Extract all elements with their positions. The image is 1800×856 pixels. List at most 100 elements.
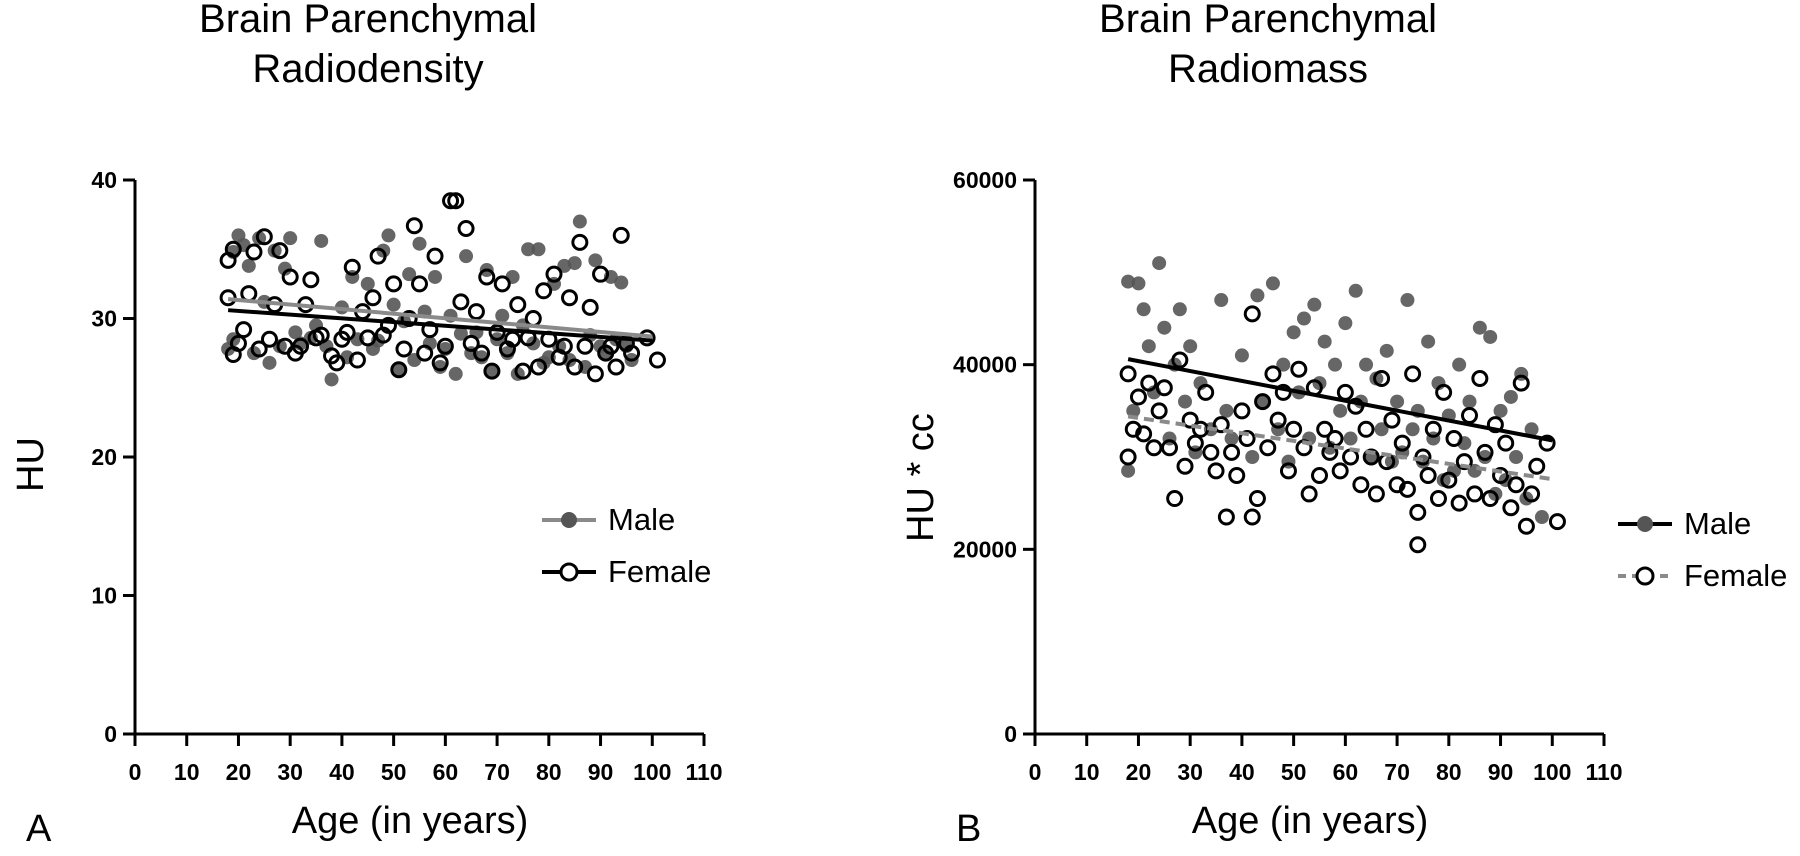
data-point-male: [324, 372, 339, 387]
x-tick-label: 50: [1281, 759, 1307, 785]
data-point-female: [509, 296, 527, 314]
data-point-female: [1217, 508, 1235, 526]
data-point-female: [271, 242, 289, 260]
data-point-female: [1497, 434, 1515, 452]
data-point-female: [240, 285, 258, 303]
data-point-male: [386, 297, 401, 312]
data-point-female: [1471, 370, 1489, 388]
data-point-female: [292, 337, 310, 355]
data-point-female: [586, 365, 604, 383]
data-point-female: [436, 337, 454, 355]
chart-panel-b: Brain Parenchymal Radiomass HU * cc 0 10 2…: [900, 0, 1800, 856]
data-point-female: [1238, 430, 1256, 448]
data-point-female: [1383, 411, 1401, 429]
data-point-female: [405, 217, 423, 235]
data-point-female: [302, 271, 320, 289]
data-point-male: [381, 228, 396, 243]
data-point-female: [338, 323, 356, 341]
data-point-male: [1219, 403, 1234, 418]
data-point-female: [612, 226, 630, 244]
data-point-male: [459, 249, 474, 264]
data-point-female: [1264, 365, 1282, 383]
data-point-male: [278, 261, 293, 276]
data-point-male: [1152, 256, 1167, 271]
data-point-male: [1126, 403, 1141, 418]
data-point-male: [1359, 357, 1374, 372]
data-point-male: [1178, 394, 1193, 409]
data-point-female: [442, 192, 460, 210]
x-axis-label-a: Age (in years): [291, 800, 529, 842]
x-tick-label: 20: [1126, 759, 1152, 785]
x-tick-label: 40: [329, 759, 355, 785]
data-point-female: [1140, 374, 1158, 392]
data-point-male: [1436, 473, 1451, 488]
data-point-female: [462, 334, 480, 352]
chart-title-b: Brain Parenchymal Radiomass: [968, 0, 1568, 94]
data-point-female: [447, 192, 465, 210]
data-point-female: [1279, 462, 1297, 480]
data-point-female: [581, 298, 599, 316]
data-point-female: [457, 219, 475, 237]
data-point-female: [1155, 379, 1173, 397]
data-point-female: [1507, 476, 1525, 494]
data-point-female: [1300, 485, 1318, 503]
data-point-male: [1286, 325, 1301, 340]
data-point-male: [1374, 422, 1389, 437]
data-point-male: [521, 242, 536, 257]
chart-title-line-1: Brain Parenchymal: [199, 0, 537, 41]
data-point-male: [1317, 334, 1332, 349]
data-point-female: [1331, 462, 1349, 480]
data-point-male: [1462, 394, 1477, 409]
data-point-male: [484, 364, 499, 379]
data-point-female: [1243, 305, 1261, 323]
x-axis-label-b: Age (in years): [1191, 800, 1429, 842]
legend-label-female: Female: [608, 554, 712, 589]
data-point-female: [1150, 402, 1168, 420]
data-point-female: [421, 321, 439, 339]
data-point-male: [428, 269, 443, 284]
data-point-male: [1172, 302, 1187, 317]
chart-title-line-2: Radiomass: [1167, 47, 1369, 91]
data-point-female: [1429, 490, 1447, 508]
chart-title-a: Brain Parenchymal Radiodensity: [68, 0, 668, 94]
data-point-female: [488, 323, 506, 341]
data-point-female: [1502, 499, 1520, 517]
data-point-male: [1250, 288, 1265, 303]
data-point-female: [1129, 388, 1147, 406]
data-point-female: [245, 243, 263, 261]
fit-line-female: [227, 308, 653, 343]
data-point-female: [1207, 462, 1225, 480]
legend-marker-female: [1618, 566, 1672, 586]
panel-letter-b: B: [956, 808, 982, 850]
data-point-female: [1492, 466, 1510, 484]
data-point-female: [529, 358, 547, 376]
legend-label-female: Female: [1684, 558, 1788, 593]
panel-letter-a: A: [26, 808, 52, 850]
data-point-female: [250, 340, 268, 358]
data-point-female: [1461, 406, 1479, 424]
y-tick-label: 40000: [953, 352, 1017, 378]
data-point-male: [588, 253, 603, 268]
data-point-male: [567, 256, 582, 271]
data-point-male: [1333, 403, 1348, 418]
x-tick-label: 0: [129, 759, 142, 785]
data-point-female: [1409, 536, 1427, 554]
data-point-male: [1276, 357, 1291, 372]
plot-area-a: 0 10 20 30 40 50 60 70 80 90 100 110 0 10 20 30 40: [91, 167, 722, 785]
data-point-female: [1398, 480, 1416, 498]
data-point-female: [385, 275, 403, 293]
data-point-male: [262, 355, 277, 370]
y-tick-label: 30: [91, 306, 117, 332]
data-point-male: [1214, 293, 1229, 308]
chart-panel-a: Brain Parenchymal Radiodensity HU 0 10 20 3…: [10, 0, 723, 850]
data-point-female: [1445, 430, 1463, 448]
data-point-female: [1254, 393, 1272, 411]
data-point-female: [1212, 416, 1230, 434]
data-point-female: [1367, 485, 1385, 503]
x-tick-label: 0: [1029, 759, 1042, 785]
data-point-female: [1517, 517, 1535, 535]
plot-area-b: 0 10 20 30 40 50 60 70 80 90 100 110 0 20000 40000 6000…: [953, 167, 1623, 785]
data-point-female: [514, 362, 532, 380]
data-point-male: [1141, 339, 1156, 354]
data-point-female: [411, 275, 428, 293]
